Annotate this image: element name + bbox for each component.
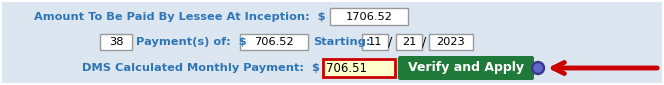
Text: 38: 38 [109, 37, 124, 47]
Circle shape [534, 64, 542, 72]
Text: 1706.52: 1706.52 [345, 11, 392, 22]
Text: 11: 11 [368, 37, 382, 47]
FancyBboxPatch shape [330, 8, 408, 25]
FancyBboxPatch shape [396, 34, 422, 50]
Text: 2023: 2023 [437, 37, 465, 47]
Circle shape [531, 62, 544, 74]
FancyBboxPatch shape [100, 34, 132, 50]
FancyBboxPatch shape [240, 34, 308, 50]
FancyBboxPatch shape [398, 56, 534, 80]
FancyBboxPatch shape [323, 59, 395, 77]
Text: /: / [422, 36, 426, 49]
Text: 706.51: 706.51 [326, 62, 367, 74]
Text: Starting:: Starting: [313, 37, 371, 47]
Text: Payment(s) of:  $: Payment(s) of: $ [136, 37, 246, 47]
Text: Verify and Apply: Verify and Apply [408, 62, 524, 74]
Text: Amount To Be Paid By Lessee At Inception:  $: Amount To Be Paid By Lessee At Inception… [35, 12, 326, 22]
FancyBboxPatch shape [362, 34, 388, 50]
FancyBboxPatch shape [429, 34, 473, 50]
Text: 706.52: 706.52 [254, 37, 293, 47]
Text: 21: 21 [402, 37, 416, 47]
Text: /: / [388, 36, 392, 49]
Text: DMS Calculated Monthly Payment:  $: DMS Calculated Monthly Payment: $ [82, 63, 320, 73]
